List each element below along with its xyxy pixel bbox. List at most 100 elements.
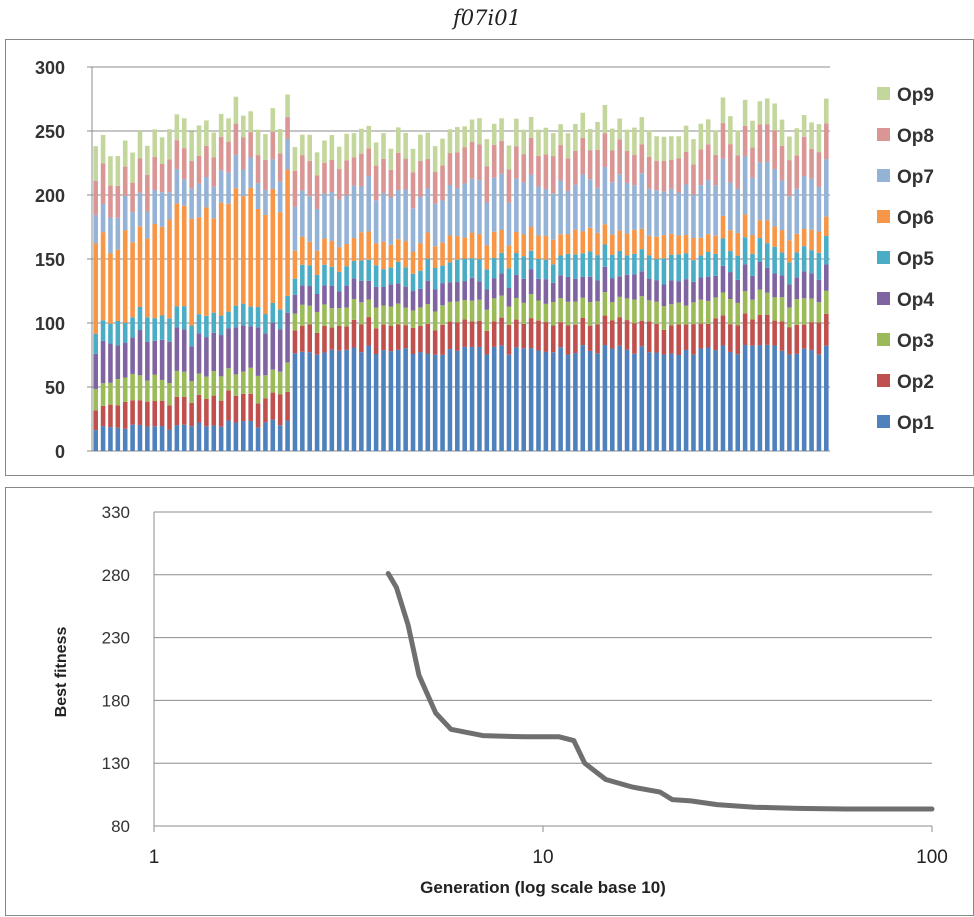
bar-segment-op3: [329, 308, 335, 328]
bar-segment-op6: [595, 232, 600, 256]
bar-segment-op8: [528, 137, 534, 175]
bar-segment-op2: [381, 324, 386, 351]
bar-segment-op1: [595, 353, 600, 451]
bar-segment-op9: [307, 134, 312, 161]
bar-segment-op6: [285, 169, 290, 296]
bar-segment-op2: [115, 405, 121, 428]
bar-segment-op5: [632, 253, 637, 275]
bar-segment-op6: [676, 235, 681, 255]
bar-segment-op4: [750, 275, 755, 300]
bar-segment-op5: [248, 306, 253, 327]
bar-segment-op7: [93, 214, 98, 244]
bar-segment-op1: [521, 348, 527, 451]
bar-segment-op4: [226, 328, 231, 369]
bar-segment-op1: [373, 354, 379, 451]
bottom-y-tick-label: 130: [102, 754, 130, 773]
bar-segment-op6: [181, 205, 187, 307]
bar-segment-op5: [174, 306, 180, 328]
bar-segment-op8: [750, 147, 755, 178]
bar-segment-op8: [477, 144, 482, 181]
bar-segment-op6: [521, 234, 527, 257]
bar-segment-op3: [196, 373, 202, 395]
bar-segment-op4: [204, 337, 209, 377]
bar-segment-op5: [115, 320, 121, 346]
bar-segment-op4: [580, 276, 586, 298]
bar-segment-op7: [270, 159, 276, 189]
bottom-x-tick-label: 100: [916, 847, 948, 868]
bar-segment-op6: [528, 226, 534, 251]
bar-segment-op5: [809, 250, 814, 274]
bar-segment-op9: [255, 129, 261, 156]
bar-segment-op1: [514, 347, 519, 451]
bar-segment-op4: [469, 277, 475, 301]
bar-segment-op2: [676, 324, 681, 355]
bar-segment-op8: [728, 144, 733, 183]
bar-segment-op3: [787, 307, 792, 328]
bar-segment-op6: [550, 239, 556, 265]
bar-segment-op2: [565, 325, 571, 355]
bottom-y-tick-label: 180: [102, 691, 130, 710]
bar-segment-op7: [735, 188, 741, 233]
bar-segment-op7: [351, 185, 357, 238]
bar-segment-op4: [824, 264, 829, 291]
bar-segment-op4: [624, 274, 630, 299]
bar-segment-op9: [300, 134, 305, 156]
bar-segment-op2: [329, 327, 335, 350]
bar-segment-op3: [506, 306, 512, 325]
bar-segment-op6: [196, 217, 202, 315]
bar-segment-op1: [366, 345, 372, 451]
bar-segment-op7: [425, 188, 431, 233]
bar-segment-op1: [248, 420, 253, 451]
bar-segment-op5: [521, 256, 527, 279]
bar-segment-op8: [307, 160, 312, 197]
bar-segment-op2: [425, 323, 431, 354]
bar-segment-op2: [211, 395, 217, 426]
bar-segment-op1: [617, 345, 622, 451]
bar-segment-op2: [233, 395, 239, 423]
bar-segment-op1: [691, 354, 696, 451]
bar-segment-op7: [233, 154, 239, 189]
bar-segment-op3: [263, 375, 268, 399]
bar-segment-op9: [514, 118, 519, 147]
bar-segment-op9: [418, 134, 423, 162]
bar-segment-op5: [322, 264, 327, 286]
bar-segment-op7: [263, 190, 268, 216]
bar-segment-op2: [469, 321, 475, 347]
bar-segment-op1: [218, 426, 224, 451]
bar-segment-op8: [720, 123, 726, 159]
bar-segment-op9: [750, 120, 755, 148]
bar-segment-op6: [735, 232, 741, 256]
bar-segment-op1: [824, 345, 829, 451]
bar-segment-op6: [558, 234, 563, 256]
bar-segment-op5: [728, 251, 733, 273]
bar-segment-op2: [484, 330, 490, 355]
bar-segment-op6: [705, 234, 711, 252]
bar-segment-op2: [137, 400, 143, 425]
bar-segment-op4: [550, 282, 556, 302]
bar-segment-op6: [307, 241, 312, 266]
bar-segment-op7: [661, 191, 667, 236]
bar-segment-op4: [410, 291, 416, 311]
bar-segment-op3: [204, 376, 209, 399]
bar-segment-op7: [669, 188, 674, 234]
bar-segment-op7: [484, 202, 490, 246]
bar-segment-op9: [344, 133, 349, 161]
bar-segment-op1: [152, 426, 158, 451]
bar-segment-op4: [705, 276, 711, 301]
bar-segment-op2: [809, 322, 814, 350]
bar-segment-op1: [410, 354, 416, 451]
bar-segment-op5: [336, 271, 342, 292]
bottom-y-tick-label: 80: [111, 817, 130, 836]
bar-segment-op4: [115, 345, 121, 380]
bar-segment-op6: [484, 245, 490, 270]
top-y-tick-label: 50: [45, 378, 65, 398]
bar-segment-op6: [536, 235, 541, 260]
bar-segment-op1: [263, 422, 268, 451]
bar-segment-op8: [550, 156, 556, 194]
bar-segment-op8: [388, 169, 394, 198]
bar-segment-op2: [395, 324, 401, 350]
bar-segment-op6: [137, 226, 143, 308]
bar-segment-op2: [418, 325, 423, 353]
bar-segment-op8: [159, 163, 165, 193]
bar-segment-op4: [395, 283, 401, 304]
